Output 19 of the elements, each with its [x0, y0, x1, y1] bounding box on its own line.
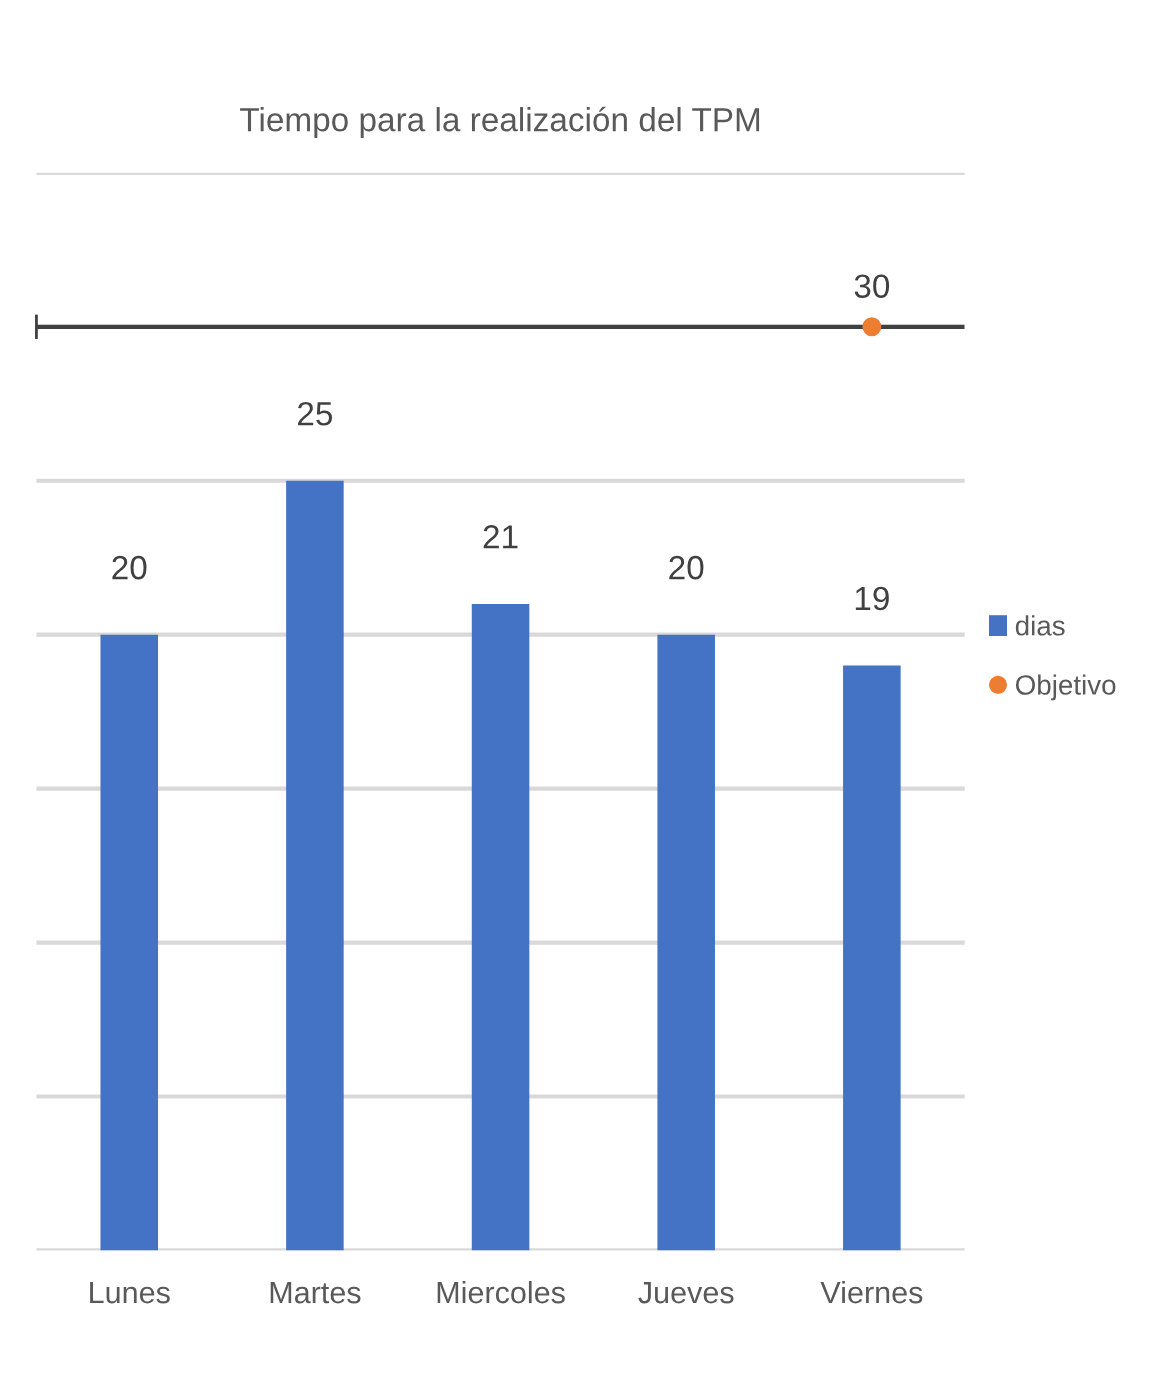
legend-label: dias: [1015, 615, 1065, 636]
data-label: 30: [854, 274, 890, 298]
data-label: 25: [298, 401, 333, 426]
x-tick-label: Miercoles: [437, 1280, 565, 1304]
data-label: 20: [669, 555, 704, 580]
x-tick-label: Viernes: [820, 1280, 923, 1304]
bar: [286, 480, 344, 1251]
x-tick-label: Jueves: [638, 1282, 734, 1304]
data-label: 21: [483, 525, 518, 549]
bar: [843, 665, 901, 1251]
x-tick-label: Lunes: [90, 1282, 170, 1304]
bar: [100, 634, 159, 1251]
bar: [657, 634, 715, 1251]
legend-label: Objetivo: [1015, 674, 1116, 701]
data-label: 20: [112, 555, 147, 580]
bar: [471, 603, 530, 1251]
chart-title: Tiempo para la realización del TPM: [240, 106, 760, 139]
x-tick-label: Martes: [270, 1282, 361, 1304]
data-label: 19: [855, 586, 889, 611]
